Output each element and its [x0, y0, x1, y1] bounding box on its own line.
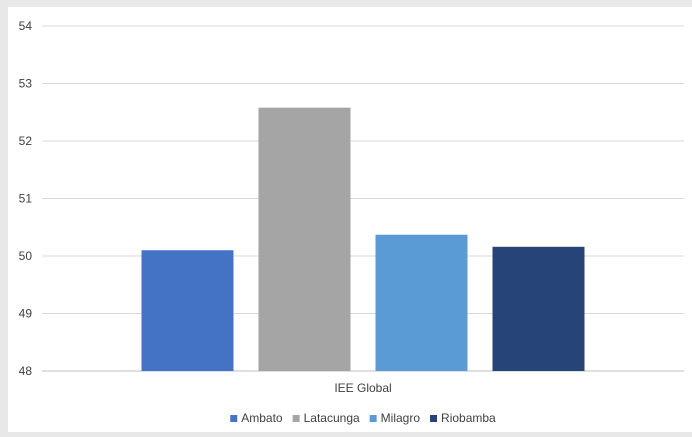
- legend-swatch: [292, 415, 300, 422]
- legend-item: Riobamba: [430, 411, 496, 425]
- bar-chart: 48 49 50 51 52 53 54 IEE Global Ambato Latacung…: [19, 19, 684, 425]
- y-tick-label: 51: [19, 192, 33, 206]
- legend-label: Milagro: [381, 411, 421, 425]
- gridlines: [42, 25, 684, 372]
- legend-item: Latacunga: [292, 411, 360, 425]
- legend-label: Latacunga: [304, 411, 360, 425]
- legend-item: Ambato: [230, 411, 283, 425]
- bar-milagro: [375, 234, 468, 371]
- legend-label: Riobamba: [441, 411, 496, 425]
- bar-riobamba: [492, 246, 585, 371]
- bar-ambato: [141, 250, 234, 371]
- y-axis-tick-labels: 48 49 50 51 52 53 54: [19, 19, 33, 378]
- legend-swatch: [230, 415, 238, 422]
- x-axis: IEE Global: [334, 381, 391, 395]
- legend-swatch: [430, 415, 438, 422]
- x-category-label: IEE Global: [334, 381, 391, 395]
- legend: Ambato Latacunga Milagro Riobamba: [230, 411, 496, 425]
- y-tick-label: 48: [19, 364, 33, 378]
- y-tick-label: 52: [19, 134, 33, 148]
- legend-swatch: [369, 415, 377, 422]
- legend-label: Ambato: [241, 411, 283, 425]
- bar-latacunga: [258, 107, 351, 372]
- bars: [141, 107, 585, 372]
- y-tick-label: 50: [19, 249, 33, 263]
- y-tick-label: 49: [19, 307, 33, 321]
- legend-item: Milagro: [369, 411, 421, 425]
- y-tick-label: 53: [19, 77, 33, 91]
- y-tick-label: 54: [19, 19, 33, 33]
- chart-frame: 48 49 50 51 52 53 54 IEE Global Ambato Latacung…: [8, 7, 692, 432]
